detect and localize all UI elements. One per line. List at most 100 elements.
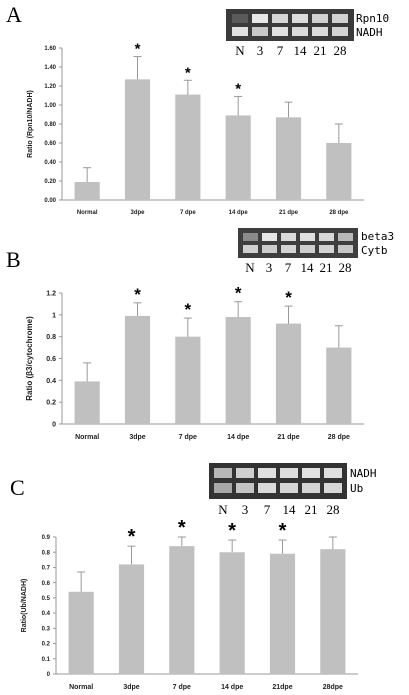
x-tick-label: 14 dpe <box>221 684 243 691</box>
gel-lane-label: N <box>245 260 255 275</box>
significance-marker: * <box>228 520 236 542</box>
bar <box>124 79 151 200</box>
significance-marker: * <box>235 284 242 303</box>
bar <box>225 317 251 424</box>
x-tick-label: 21 dpe <box>277 434 299 441</box>
gel-image-b: beta3 Cytb N 3 7 14 21 28 <box>238 228 394 275</box>
x-tick-label: 14 dpe <box>229 210 249 216</box>
x-tick-label: 7 dpe <box>180 210 196 216</box>
gel-lane-label: 14 <box>283 502 297 517</box>
y-tick-label: 0.6 <box>46 356 56 363</box>
bar <box>175 336 201 424</box>
bar <box>275 117 302 200</box>
bar <box>74 181 100 200</box>
bar <box>68 591 94 674</box>
y-tick-label: 0.80 <box>44 122 56 128</box>
gel-lane-label: 21 <box>314 43 327 58</box>
x-tick-label: Normal <box>75 434 99 441</box>
x-tick-label: 3dpe <box>129 434 145 441</box>
gel-band-label: beta3 <box>361 230 394 243</box>
significance-marker: * <box>135 41 141 58</box>
gel-image-c: NADH Ub N 3 7 14 21 28 <box>209 463 377 517</box>
bar <box>326 347 352 424</box>
significance-marker: * <box>178 517 186 539</box>
gel-lane-label: 14 <box>294 43 308 58</box>
y-tick-label: 0.4 <box>42 611 51 617</box>
gel-lane-label: 7 <box>285 260 292 275</box>
gel-lane-label: 7 <box>277 43 284 58</box>
x-tick-label: 3dpe <box>130 210 145 216</box>
gel-band-label: Rpn10 <box>356 12 389 25</box>
x-tick-label: 21 dpe <box>279 210 299 216</box>
significance-marker: * <box>185 64 191 81</box>
y-axis-label: Ratio (β3/cytochrome) <box>25 316 34 401</box>
gel-lane-label: 21 <box>320 260 333 275</box>
x-tick-label: Normal <box>77 210 98 216</box>
bar <box>225 115 251 200</box>
x-tick-label: 7 dpe <box>173 684 191 691</box>
gel-band-label: Cytb <box>361 244 388 257</box>
x-tick-label: 28 dpe <box>328 434 350 441</box>
y-tick-label: 1.2 <box>46 290 56 297</box>
panel-c: C NADH Ub N 3 7 14 21 28 0 0.1 0.2 0.3 0.4 0 <box>0 455 409 695</box>
gel-lane-label: 28 <box>327 502 340 517</box>
panel-b: B beta3 Cytb N 3 7 14 21 28 0 0.2 0.4 0.6 0 <box>0 225 409 445</box>
bar <box>118 564 145 674</box>
y-tick-label: 0.7 <box>42 566 51 572</box>
y-tick-label: 1.60 <box>44 46 56 52</box>
gel-lane-label: N <box>235 43 245 58</box>
bar <box>175 94 201 200</box>
y-tick-label: 0.2 <box>42 642 51 648</box>
x-tick-label: 3dpe <box>123 684 139 691</box>
bar <box>320 549 346 674</box>
y-tick-label: 0.3 <box>42 626 51 632</box>
bar <box>326 143 352 200</box>
y-tick-label: 0.8 <box>42 550 51 556</box>
gel-band-label: NADH <box>350 467 377 480</box>
y-tick-label: 0.60 <box>44 141 56 147</box>
y-tick-label: 0.6 <box>42 581 51 587</box>
gel-lane-label: 21 <box>305 502 318 517</box>
bar <box>269 553 296 674</box>
y-tick-label: 1 <box>52 312 56 319</box>
y-tick-label: 1.40 <box>44 65 56 71</box>
x-tick-label: 28dpe <box>323 684 343 691</box>
bar <box>169 546 195 674</box>
x-tick-label: Normal <box>69 684 93 691</box>
gel-lane-label: N <box>218 502 228 517</box>
y-tick-label: 0.9 <box>42 535 51 541</box>
y-axis-label: Ratio (Rpn10/NADH) <box>27 90 34 158</box>
bar <box>275 323 302 424</box>
significance-marker: * <box>285 288 292 307</box>
significance-marker: * <box>235 80 241 97</box>
bar <box>74 381 100 424</box>
y-tick-label: 0.20 <box>44 179 56 185</box>
y-tick-label: 0.4 <box>46 378 56 385</box>
x-tick-label: 7 dpe <box>179 434 197 441</box>
y-tick-label: 0.5 <box>42 596 51 602</box>
bar-chart-a: 0.00 0.20 0.40 0.60 0.80 1.00 1.20 1.40 1.60 Rati… <box>27 41 364 216</box>
y-tick-label: 0 <box>47 672 51 678</box>
significance-marker: * <box>134 285 141 304</box>
bar-chart-b: 0 0.2 0.4 0.6 0.8 1 1.2 Ratio (β3/cytochrome) No… <box>25 284 364 441</box>
gel-lane-label: 7 <box>264 502 271 517</box>
gel-lane-label: 28 <box>334 43 347 58</box>
gel-lane-label: 28 <box>339 260 352 275</box>
y-tick-label: 0 <box>52 421 56 428</box>
x-tick-label: 21dpe <box>272 684 292 691</box>
y-tick-label: 0.00 <box>44 198 56 204</box>
panel-a: A Rpn10 NADH N 3 7 14 21 28 0.00 0.20 0.4 <box>0 0 409 230</box>
y-tick-label: 1.20 <box>44 84 56 90</box>
gel-band-label: NADH <box>356 26 383 39</box>
y-tick-label: 0.2 <box>46 400 56 407</box>
y-tick-label: 0.40 <box>44 160 56 166</box>
significance-marker: * <box>128 526 136 548</box>
panel-letter-a: A <box>6 2 22 27</box>
y-tick-label: 0.8 <box>46 334 56 341</box>
gel-lane-label: 3 <box>242 502 249 517</box>
significance-marker: * <box>185 300 192 319</box>
gel-image-a: Rpn10 NADH N 3 7 14 21 28 <box>226 9 389 58</box>
bar <box>219 552 245 674</box>
gel-band-label: Ub <box>350 482 363 495</box>
gel-lane-label: 3 <box>257 43 264 58</box>
